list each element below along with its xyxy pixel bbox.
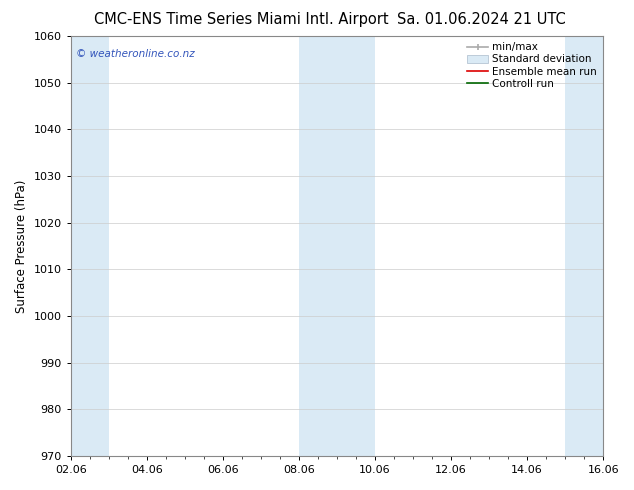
Text: © weatheronline.co.nz: © weatheronline.co.nz (76, 49, 195, 59)
Bar (299, 36, 375, 456)
Text: CMC-ENS Time Series Miami Intl. Airport: CMC-ENS Time Series Miami Intl. Airport (94, 12, 388, 27)
Bar (71, 36, 109, 456)
Text: Sa. 01.06.2024 21 UTC: Sa. 01.06.2024 21 UTC (398, 12, 566, 27)
Y-axis label: Surface Pressure (hPa): Surface Pressure (hPa) (15, 179, 28, 313)
Legend: min/max, Standard deviation, Ensemble mean run, Controll run: min/max, Standard deviation, Ensemble me… (464, 39, 600, 92)
Title: CMC-ENS Time Series Miami Intl. Airport      Sa. 01.06.2024 21 UTC: CMC-ENS Time Series Miami Intl. Airport … (0, 489, 1, 490)
Bar (565, 36, 603, 456)
